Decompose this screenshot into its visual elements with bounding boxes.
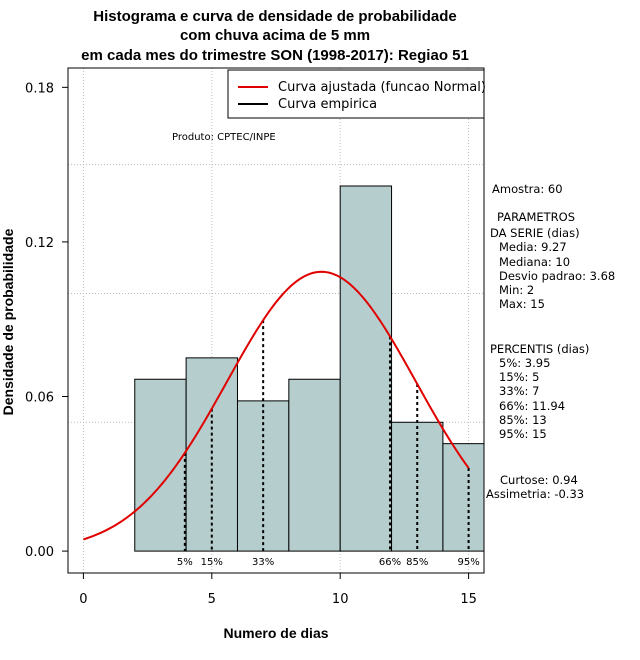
x-tick-label: 15 [460,592,477,607]
plot-frame [67,67,485,574]
normal-curve-path [83,270,470,541]
param-max: Max: 15 [499,297,545,311]
percentile-label: 85% [406,557,428,568]
curtose-value: Curtose: 0.94 [500,473,578,487]
percentil-5: 5%: 3.95 [499,356,550,370]
legend-label-empirical: Curva empirica [278,97,377,112]
param-mediana: Mediana: 10 [499,255,570,269]
percentile-label: 66% [379,557,401,568]
chart-title-line-2: com chuva acima de 5 mm [180,27,370,44]
legend: Curva ajustada (funcao Normal) Curva emp… [227,69,486,119]
histogram-bars [134,185,485,552]
histogram-bar [339,185,393,552]
x-tick-label: 10 [332,592,349,607]
histogram-bar [134,378,187,552]
percentil-95: 95%: 15 [499,427,547,441]
percentil-15: 15%: 5 [499,370,539,384]
percentile-label: 15% [201,557,223,568]
histogram-bar [288,378,341,552]
chart-title-line-1: Histograma e curva de densidade de proba… [93,8,456,25]
chart-title-line-3: em cada mes do trimestre SON (1998-2017)… [81,47,469,64]
percentil-33: 33%: 7 [499,384,539,398]
y-tick-label: 0.12 [25,236,54,251]
histogram-bar [185,357,238,552]
product-label: Produto: CPTEC/INPE [172,132,276,143]
params-header-2: DA SERIE (dias) [490,226,580,240]
percentile-label: 95% [457,557,479,568]
x-tick-label: 5 [208,592,216,607]
y-tick-label: 0.18 [25,81,54,96]
params-header-1: PARAMETROS [497,210,575,224]
axes: 0 5 10 15 0.00 0.06 0.12 0.18 [25,81,477,607]
x-axis-title: Numero de dias [223,625,328,641]
y-tick-label: 0.06 [25,391,54,406]
percentil-66: 66%: 11.94 [499,399,565,413]
y-axis-title: Densidade de probabilidade [0,228,16,415]
percentile-lines: 5% 15% 33% 66% 85% 95% [177,320,480,568]
percentile-label: 33% [252,557,274,568]
param-min: Min: 2 [499,283,534,297]
percentile-label: 5% [177,557,193,568]
x-tick-label: 0 [79,592,87,607]
normal-curve [83,270,470,541]
param-desvio: Desvio padrao: 3.68 [499,269,615,283]
param-media: Media: 9.27 [499,240,567,254]
percentis-header: PERCENTIS (dias) [490,342,589,356]
stats-panel: Amostra: 60 PARAMETROS DA SERIE (dias) M… [486,182,615,501]
legend-label-normal: Curva ajustada (funcao Normal) [278,80,486,95]
y-tick-label: 0.00 [25,545,54,560]
percentil-85: 85%: 13 [499,413,547,427]
sample-size: Amostra: 60 [492,182,563,196]
assimetria-value: Assimetria: -0.33 [486,487,584,501]
legend-box [227,69,485,119]
